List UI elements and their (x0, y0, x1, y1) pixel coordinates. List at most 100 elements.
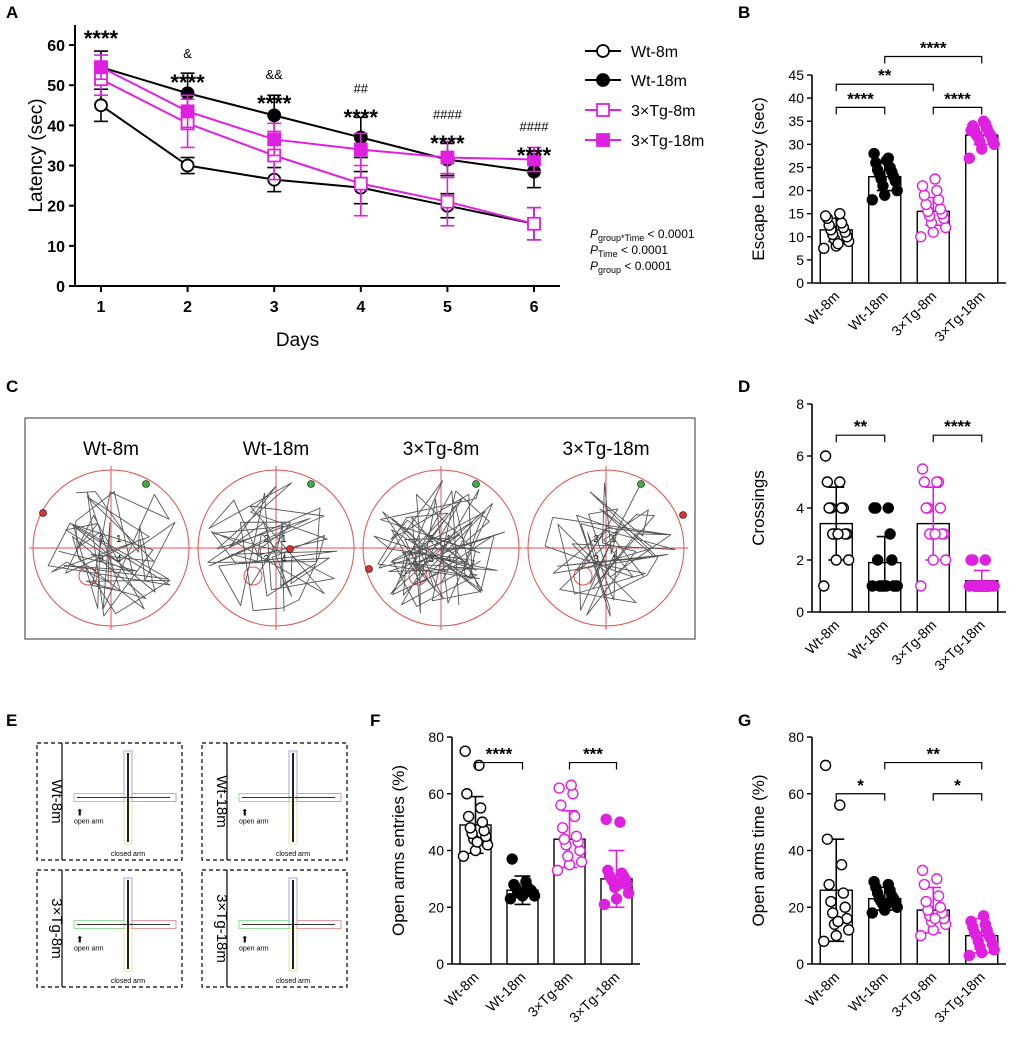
data-point (891, 184, 903, 197)
end-marker (286, 545, 294, 553)
x-axis-label: Days (276, 330, 319, 351)
legend-marker (596, 133, 610, 147)
legend-label: Wt-18m (631, 73, 687, 90)
data-point (918, 476, 931, 488)
data-point (600, 813, 612, 825)
data-point (527, 152, 541, 167)
significance-bracket (474, 761, 524, 770)
swim-track (47, 491, 176, 617)
y-axis-label: Open arms entries (%) (389, 765, 408, 936)
significance-label: ** (927, 745, 941, 764)
data-point (823, 878, 835, 891)
y-tick-label: 45 (788, 67, 804, 83)
y-tick-label: 0 (436, 956, 444, 972)
data-point (474, 802, 487, 814)
significance-bracket (932, 434, 983, 443)
y-axis-label: Open arms time (%) (749, 774, 768, 926)
x-tick-label: Wt-18m (483, 969, 529, 1015)
y-tick-label: 60 (428, 786, 444, 802)
x-tick-label: 6 (530, 299, 539, 316)
data-point (818, 242, 830, 255)
x-tick-label: Wt-18m (845, 288, 891, 334)
arrow-glyph: ⬆ (76, 935, 84, 945)
y-tick-label: 8 (796, 396, 804, 412)
x-tick-label: 3×Tg-18m (931, 288, 988, 345)
y-tick-label: 10 (47, 239, 65, 256)
data-point (977, 115, 990, 127)
data-point (916, 864, 929, 877)
stats-text: Pgroup*Time < 0.0001 (590, 227, 695, 243)
closed-arm-label: closed arm (111, 851, 145, 858)
data-point (476, 816, 489, 828)
open-arm-label: open arm (239, 946, 269, 953)
series-line (100, 104, 535, 225)
data-point (508, 878, 520, 891)
x-tick-label: Wt-18m (845, 617, 891, 663)
legend-marker (596, 73, 610, 87)
data-point (520, 876, 532, 888)
legend-marker (596, 44, 610, 58)
data-point (527, 216, 541, 231)
y-tick-label: 5 (796, 252, 804, 268)
data-point (939, 221, 952, 234)
data-point (459, 745, 471, 757)
y-tick-label: 6 (796, 448, 804, 464)
data-point (553, 782, 565, 794)
data-point (568, 810, 581, 823)
y-tick-label: 50 (47, 78, 65, 95)
y-tick-label: 25 (788, 159, 804, 175)
significance-bracket (568, 761, 618, 770)
significance-label: **** (517, 143, 552, 168)
closed-arm-label: closed arm (276, 978, 310, 985)
x-tick-label: 4 (356, 299, 365, 316)
panel-label-f: F (370, 711, 380, 730)
data-point (915, 231, 927, 243)
y-axis-label: Escape Lantecy (sec) (749, 97, 768, 260)
legend-label: Wt-8m (631, 44, 678, 61)
data-point (918, 878, 931, 891)
y-tick-label: 80 (788, 729, 804, 745)
significance-label: #### (520, 119, 550, 134)
y-tick-label: 2 (796, 552, 804, 568)
y-tick-label: 4 (796, 500, 804, 516)
x-tick-label: Wt-8m (802, 617, 842, 657)
data-point (821, 833, 834, 845)
data-point (565, 779, 577, 791)
data-point (610, 893, 623, 905)
x-tick-label: Wt-18m (845, 969, 891, 1015)
panel-label-e: E (6, 711, 17, 730)
data-point (834, 207, 846, 220)
data-point (555, 799, 567, 811)
quadrant-label: 4 (281, 554, 287, 565)
significance-label: **** (84, 26, 119, 51)
x-tick-label: 3×Tg-18m (931, 617, 988, 674)
data-point (819, 450, 832, 462)
panel-a-line-chart: 0 10 20 30 40 50 60 1 2 3 4 5 6 Days Latency (sec) ****… (26, 25, 704, 351)
y-tick-label: 20 (788, 183, 804, 199)
data-point (818, 935, 830, 947)
data-point (880, 154, 893, 167)
data-point (267, 132, 282, 147)
data-point (462, 810, 475, 823)
data-point (934, 502, 947, 514)
x-tick-label: 3×Tg-18m (931, 969, 988, 1026)
y-tick-label: 15 (788, 206, 804, 222)
data-point (823, 502, 835, 514)
significance-label: **** (170, 70, 205, 95)
data-point (934, 203, 947, 215)
legend-label: 3×Tg-8m (631, 103, 695, 120)
significance-label: ## (354, 81, 369, 96)
significance-label: **** (257, 91, 292, 116)
data-point (835, 858, 848, 871)
pool-title: Wt-8m (83, 439, 139, 460)
data-point (931, 184, 943, 197)
significance-bracket (932, 106, 983, 115)
data-point (558, 833, 571, 845)
closed-arm-label: closed arm (276, 851, 310, 858)
significance-label: **** (920, 39, 947, 58)
x-tick-label: Wt-8m (441, 969, 481, 1009)
swim-track (207, 482, 338, 612)
panel-g-bar-chart: 0 20 40 60 80 Open arms time (%) Wt-8m Wt-18m 3×… (749, 729, 1006, 1026)
